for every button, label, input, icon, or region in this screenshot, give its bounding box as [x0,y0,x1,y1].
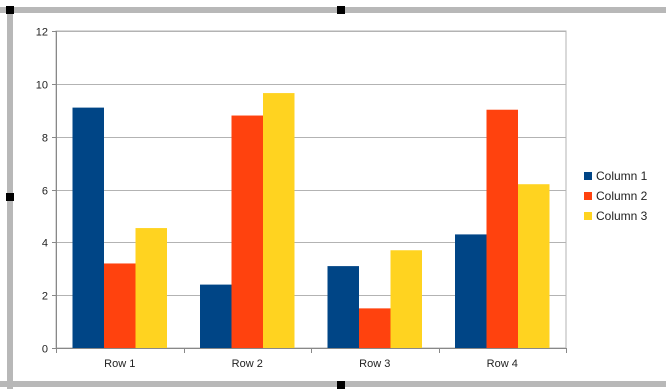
bar-column-1-row-2[interactable] [200,284,232,348]
frame-top-border[interactable] [0,7,666,13]
legend: Column 1 Column 2 Column 3 [584,169,648,223]
y-tick-label: 0 [42,344,48,356]
bar-column-3-row-4[interactable] [518,184,550,348]
resize-handle-top-left[interactable] [6,6,14,14]
x-category-label: Row 1 [104,358,135,370]
axes: 0 2 4 6 8 10 12 Row 1 Row 2 Row 3 Row 4 [36,27,567,370]
bar-column-2-row-2[interactable] [231,115,264,349]
y-tick-label: 6 [42,186,48,198]
bar-column-3-row-1[interactable] [135,228,168,348]
frame-bottom-border[interactable] [0,381,666,387]
x-category-label: Row 4 [487,358,518,370]
legend-swatch [584,212,592,220]
legend-swatch [584,192,592,200]
y-tick-label: 12 [36,27,48,39]
resize-handle-middle-left[interactable] [6,193,14,201]
x-category-label: Row 2 [232,358,263,370]
bar-column-1-row-1[interactable] [72,107,105,348]
x-category-label: Row 3 [359,358,390,370]
y-tick-label: 8 [42,133,48,145]
bar-column-1-row-4[interactable] [455,234,487,348]
bars [72,93,550,349]
bar-column-3-row-3[interactable] [390,250,423,348]
bar-column-1-row-3[interactable] [327,266,360,348]
y-tick-label: 2 [42,291,48,303]
bar-column-3-row-2[interactable] [263,93,295,349]
resize-handle-top-center[interactable] [337,6,345,14]
legend-label: Column 3 [596,209,648,223]
legend-label: Column 2 [596,189,648,203]
bar-column-2-row-3[interactable] [359,308,391,348]
y-tick-label: 4 [42,238,48,250]
legend-label: Column 1 [596,169,648,183]
legend-swatch [584,172,592,180]
y-tick-label: 10 [36,80,48,92]
bar-column-2-row-1[interactable] [104,263,136,348]
resize-handle-bottom-center[interactable] [337,381,345,389]
bar-column-2-row-4[interactable] [486,109,519,348]
